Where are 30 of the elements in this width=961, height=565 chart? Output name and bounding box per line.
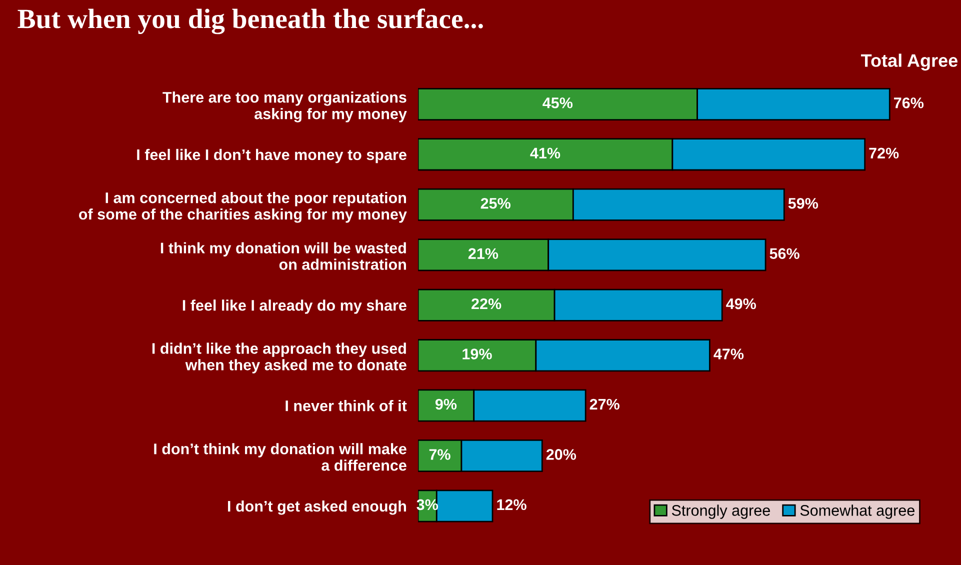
data-label: 9% <box>435 398 457 410</box>
total-label: 76% <box>894 97 924 108</box>
legend-label: Strongly agree <box>672 504 770 519</box>
data-label: 7% <box>429 449 450 460</box>
total-label: 47% <box>714 348 744 360</box>
total-label: 56% <box>770 248 800 259</box>
y-tick-label: I am concerned about the poor reputation of some of the charities asking for my money <box>78 192 407 223</box>
chart-title: But when you dig beneath the surface... <box>18 8 483 34</box>
y-tick-label: I never think of it <box>286 400 407 412</box>
y-tick-label: There are too many organizations asking for my money <box>162 92 407 122</box>
y-tick-label: I don’t get asked enough <box>228 500 406 515</box>
y-tick-label: I feel like I don’t have money to spare <box>137 148 406 164</box>
y-tick-label: I didn’t like the approach they used when they asked me to donate <box>152 342 406 374</box>
data-label: 25% <box>480 198 510 209</box>
legend-label: Somewhat agree <box>800 504 914 519</box>
total-label: 72% <box>869 148 899 159</box>
data-label: 19% <box>462 348 492 360</box>
total-label: 59% <box>788 198 818 209</box>
total-label: 20% <box>546 449 576 460</box>
data-label: 22% <box>472 298 502 310</box>
y-tick-label: I feel like I already do my share <box>182 300 406 314</box>
text: Total Agree <box>861 54 958 71</box>
y-tick-label: I think my donation will be wasted on administration <box>160 242 406 270</box>
total-label: 12% <box>497 499 526 510</box>
data-label: 41% <box>530 148 560 159</box>
data-label: 21% <box>468 248 498 259</box>
total-label: 49% <box>726 298 756 310</box>
total-label: 27% <box>590 398 620 410</box>
y-tick-label: I don’t think my donation will make a difference <box>154 443 406 471</box>
data-label: 45% <box>542 98 573 108</box>
